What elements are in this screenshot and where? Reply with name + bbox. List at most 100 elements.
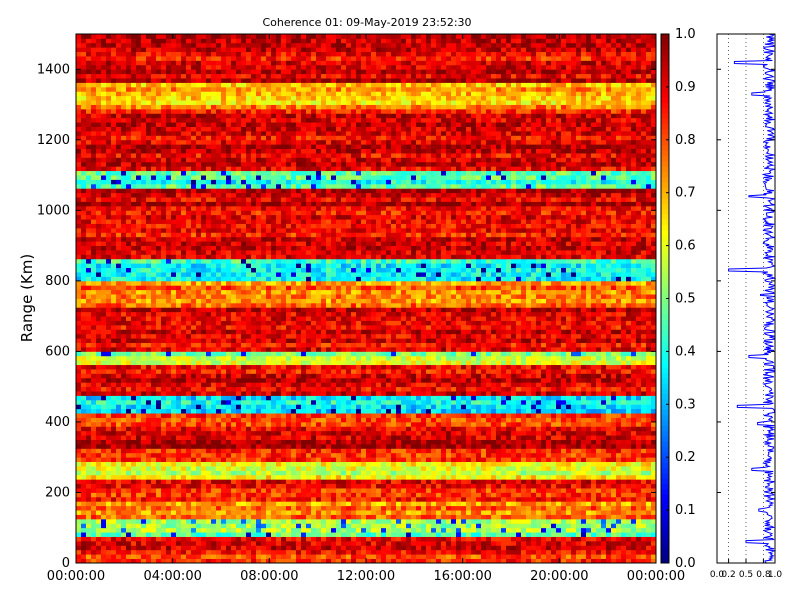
heatmap-cell — [536, 377, 542, 383]
heatmap-cell — [421, 382, 427, 388]
heatmap-cell — [201, 540, 207, 546]
heatmap-cell — [571, 514, 577, 520]
heatmap-cell — [541, 386, 547, 392]
heatmap-cell — [276, 413, 282, 418]
heatmap-cell — [291, 523, 297, 529]
heatmap-cell — [301, 435, 307, 440]
heatmap-cell — [131, 514, 137, 520]
heatmap-cell — [171, 413, 177, 418]
heatmap-cell — [651, 470, 657, 476]
heatmap-cell — [401, 404, 407, 410]
heatmap-cell — [626, 532, 632, 537]
heatmap-cell — [531, 448, 537, 454]
heatmap-cell — [636, 408, 642, 414]
heatmap-cell — [316, 483, 322, 489]
heatmap-cell — [231, 457, 237, 463]
heatmap-cell — [591, 452, 597, 458]
heatmap-cell — [241, 527, 247, 533]
heatmap-cell — [246, 492, 252, 498]
heatmap-cell — [336, 501, 342, 507]
heatmap-cell — [96, 448, 102, 454]
heatmap-cell — [231, 527, 237, 533]
heatmap-cell — [171, 439, 177, 445]
heatmap-cell — [466, 558, 472, 564]
heatmap-cell — [221, 461, 227, 467]
heatmap-cell — [511, 457, 517, 463]
heatmap-cell — [376, 554, 382, 559]
heatmap-cell — [361, 470, 367, 476]
heatmap-cell — [151, 404, 157, 410]
heatmap-cell — [561, 421, 567, 427]
heatmap-cell — [526, 457, 532, 463]
heatmap-cell — [551, 536, 557, 542]
heatmap-cell — [311, 483, 317, 489]
heatmap-cell — [326, 452, 332, 458]
heatmap-cell — [311, 417, 317, 423]
heatmap-cell — [301, 483, 307, 489]
heatmap-cell — [146, 554, 152, 559]
heatmap-cell — [411, 466, 417, 471]
heatmap-cell — [206, 514, 212, 520]
heatmap-cell — [491, 399, 497, 405]
heatmap-cell — [186, 523, 192, 529]
heatmap-cell — [501, 532, 507, 537]
heatmap-cell — [256, 377, 262, 383]
heatmap-cell — [381, 439, 387, 445]
heatmap-cell — [151, 470, 157, 476]
heatmap-cell — [591, 466, 597, 471]
heatmap-cell — [146, 443, 152, 449]
heatmap-cell — [186, 554, 192, 559]
heatmap-cell — [91, 510, 97, 515]
heatmap-cell — [321, 382, 327, 388]
heatmap-cell — [391, 457, 397, 463]
heatmap-cell — [116, 483, 122, 489]
heatmap-cell — [201, 373, 207, 379]
heatmap-cell — [286, 395, 292, 401]
heatmap-cell — [236, 540, 242, 546]
heatmap-cell — [491, 382, 497, 388]
heatmap-cell — [286, 421, 292, 427]
heatmap-cell — [341, 395, 347, 401]
heatmap-cell — [106, 466, 112, 471]
heatmap-cell — [626, 545, 632, 551]
heatmap-cell — [326, 545, 332, 551]
heatmap-cell — [171, 505, 177, 511]
heatmap-cell — [646, 527, 652, 533]
heatmap-cell — [491, 558, 497, 564]
heatmap-cell — [386, 483, 392, 489]
heatmap-cell — [136, 558, 142, 564]
heatmap-cell — [251, 523, 257, 529]
heatmap-cell — [341, 421, 347, 427]
heatmap-cell — [431, 523, 437, 529]
heatmap-cell — [381, 382, 387, 388]
heatmap-cell — [566, 540, 572, 546]
heatmap-cell — [531, 518, 537, 524]
heatmap-cell — [526, 382, 532, 388]
heatmap-cell — [571, 426, 577, 432]
heatmap-cell — [341, 554, 347, 559]
heatmap-cell — [421, 373, 427, 379]
heatmap-cell — [206, 421, 212, 427]
heatmap-cell — [121, 514, 127, 520]
heatmap-cell — [626, 523, 632, 529]
heatmap-cell — [116, 377, 122, 383]
heatmap-cell — [156, 527, 162, 533]
heatmap-cell — [186, 386, 192, 392]
heatmap-cell — [416, 545, 422, 551]
heatmap-cell — [96, 439, 102, 445]
heatmap-cell — [511, 518, 517, 524]
heatmap-cell — [496, 382, 502, 388]
heatmap-cell — [151, 554, 157, 559]
heatmap-cell — [591, 558, 597, 564]
heatmap-cell — [286, 527, 292, 533]
heatmap-cell — [86, 413, 92, 418]
heatmap-cell — [166, 554, 172, 559]
heatmap-cell — [396, 492, 402, 498]
heatmap-cell — [621, 501, 627, 507]
heatmap-cell — [356, 549, 362, 555]
heatmap-cell — [381, 421, 387, 427]
heatmap-cell — [216, 443, 222, 449]
heatmap-cell — [456, 558, 462, 564]
heatmap-cell — [541, 514, 547, 520]
heatmap-cell — [316, 457, 322, 463]
